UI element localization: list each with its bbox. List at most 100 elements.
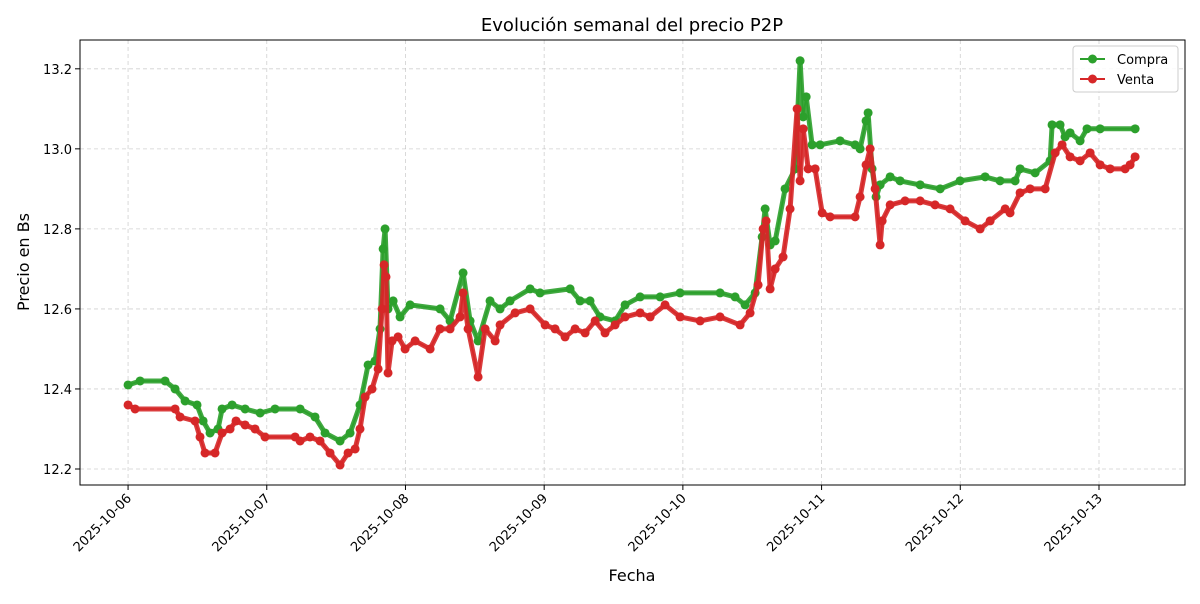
data-point bbox=[160, 376, 170, 386]
data-point bbox=[1050, 148, 1060, 158]
data-point bbox=[310, 412, 320, 422]
data-point bbox=[473, 336, 483, 346]
data-point bbox=[801, 92, 811, 102]
data-point bbox=[135, 376, 145, 386]
data-point bbox=[715, 312, 725, 322]
data-point bbox=[863, 108, 873, 118]
data-point bbox=[885, 200, 895, 210]
legend-label: Compra bbox=[1117, 53, 1168, 68]
chart-title: Evolución semanal del precio P2P bbox=[481, 15, 783, 36]
data-point bbox=[560, 332, 570, 342]
data-point bbox=[425, 344, 435, 354]
data-point bbox=[550, 324, 560, 334]
data-point bbox=[1095, 124, 1105, 134]
data-point bbox=[895, 176, 905, 186]
data-point bbox=[240, 404, 250, 414]
data-point bbox=[1085, 148, 1095, 158]
data-point bbox=[1015, 188, 1025, 198]
x-axis-label: Fecha bbox=[609, 566, 656, 585]
data-point bbox=[270, 404, 280, 414]
data-point bbox=[123, 400, 133, 410]
data-point bbox=[175, 412, 185, 422]
data-point bbox=[400, 344, 410, 354]
data-point bbox=[170, 384, 180, 394]
data-point bbox=[1130, 152, 1140, 162]
data-point bbox=[730, 292, 740, 302]
data-point bbox=[855, 144, 865, 154]
data-point bbox=[381, 272, 391, 282]
data-point bbox=[130, 404, 140, 414]
data-point bbox=[798, 112, 808, 122]
data-point bbox=[320, 428, 330, 438]
data-point bbox=[817, 208, 827, 218]
data-point bbox=[1057, 140, 1067, 150]
data-point bbox=[600, 328, 610, 338]
data-point bbox=[620, 312, 630, 322]
data-point bbox=[785, 204, 795, 214]
data-point bbox=[825, 212, 835, 222]
data-point bbox=[865, 144, 875, 154]
data-point bbox=[198, 416, 208, 426]
data-point bbox=[380, 224, 390, 234]
data-point bbox=[458, 288, 468, 298]
data-point bbox=[525, 284, 535, 294]
data-point bbox=[885, 172, 895, 182]
data-point bbox=[200, 448, 210, 458]
y-axis-label: Precio en Bs bbox=[14, 213, 33, 311]
data-point bbox=[250, 424, 260, 434]
data-point bbox=[190, 416, 200, 426]
data-point bbox=[590, 316, 600, 326]
data-point bbox=[510, 308, 520, 318]
data-point bbox=[379, 260, 389, 270]
y-tick-label: 13.0 bbox=[43, 143, 72, 158]
data-point bbox=[620, 300, 630, 310]
data-point bbox=[930, 200, 940, 210]
data-point bbox=[210, 448, 220, 458]
data-point bbox=[350, 444, 360, 454]
data-point bbox=[900, 196, 910, 206]
data-point bbox=[295, 404, 305, 414]
data-point bbox=[217, 428, 227, 438]
data-point bbox=[535, 288, 545, 298]
data-point bbox=[367, 384, 377, 394]
grid-lines bbox=[80, 40, 1185, 485]
data-point bbox=[585, 296, 595, 306]
data-point bbox=[780, 184, 790, 194]
data-point bbox=[260, 432, 270, 442]
data-point bbox=[1015, 164, 1025, 174]
data-point bbox=[850, 212, 860, 222]
data-point bbox=[363, 360, 373, 370]
data-point bbox=[955, 176, 965, 186]
data-point bbox=[815, 140, 825, 150]
data-point bbox=[575, 296, 585, 306]
data-point bbox=[1095, 160, 1105, 170]
data-point bbox=[675, 288, 685, 298]
data-point bbox=[295, 436, 305, 446]
data-point bbox=[985, 216, 995, 226]
data-point bbox=[761, 216, 771, 226]
data-point bbox=[255, 408, 265, 418]
data-point bbox=[315, 436, 325, 446]
y-tick-label: 12.8 bbox=[43, 223, 72, 238]
data-point bbox=[1040, 184, 1050, 194]
data-point bbox=[765, 284, 775, 294]
data-point bbox=[760, 204, 770, 214]
data-point bbox=[945, 204, 955, 214]
data-point bbox=[635, 292, 645, 302]
data-point bbox=[565, 284, 575, 294]
data-point bbox=[645, 312, 655, 322]
data-point bbox=[610, 320, 620, 330]
series-compra bbox=[123, 56, 1140, 446]
data-point bbox=[393, 332, 403, 342]
data-point bbox=[807, 140, 817, 150]
data-point bbox=[695, 316, 705, 326]
data-point bbox=[373, 364, 383, 374]
data-point bbox=[495, 320, 505, 330]
y-axis: 12.2 12.4 12.6 12.8 13.0 13.2 bbox=[43, 63, 80, 478]
data-point bbox=[123, 380, 133, 390]
legend: Compra Venta bbox=[1072, 45, 1179, 93]
plot-frame bbox=[79, 39, 1186, 486]
data-point bbox=[343, 448, 353, 458]
y-tick-label: 12.6 bbox=[43, 303, 72, 318]
data-point bbox=[795, 56, 805, 66]
